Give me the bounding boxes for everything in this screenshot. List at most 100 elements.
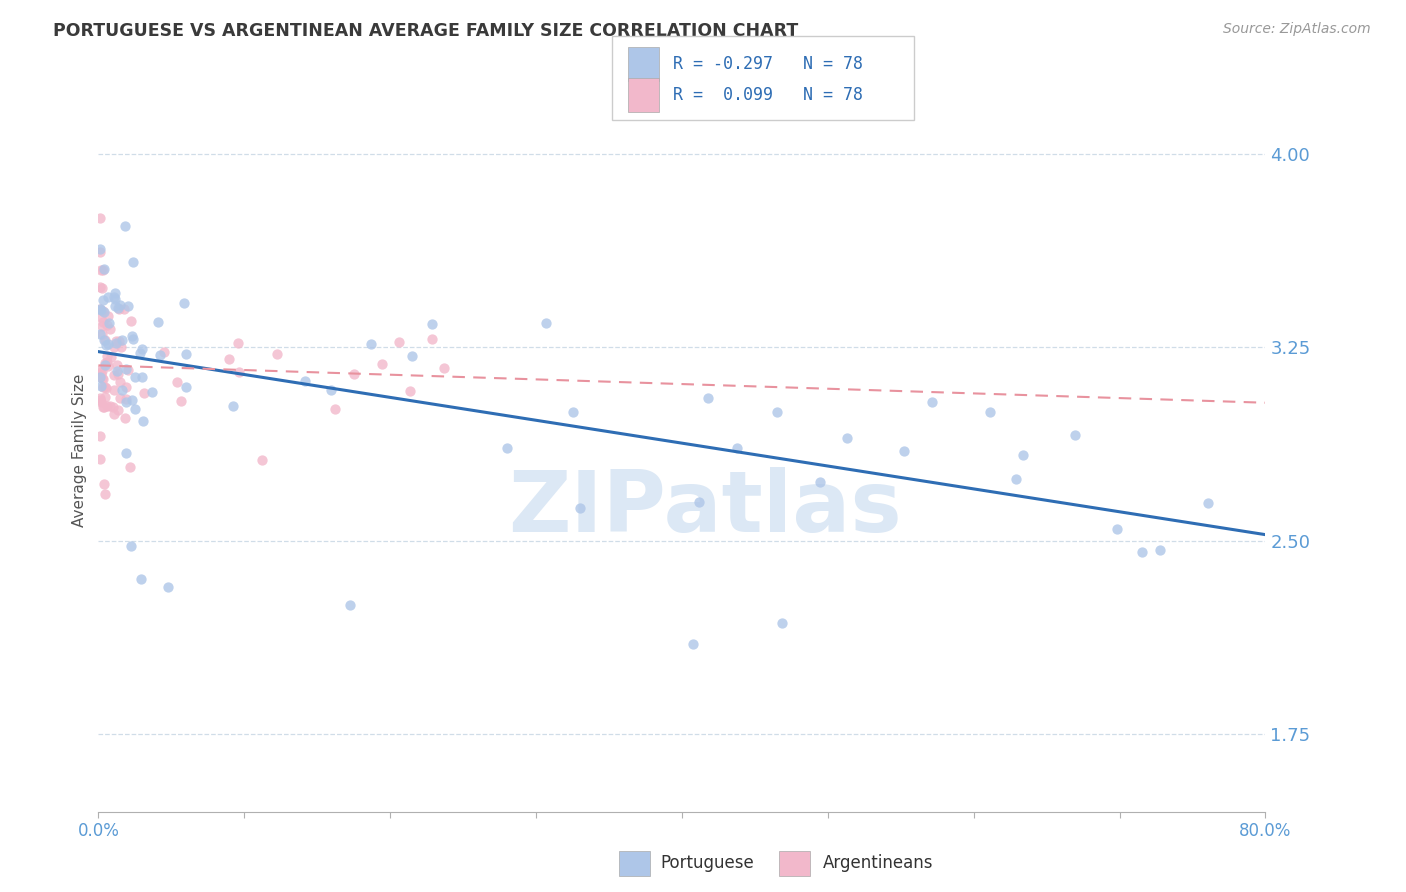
Point: [111, 333, 134, 347]
Point: [979, 405, 1001, 419]
Point: [103, 340, 125, 354]
Point: [90, 262, 112, 277]
Point: [250, 453, 273, 467]
Point: [89, 392, 111, 407]
Point: [124, 401, 146, 416]
Point: [765, 405, 787, 419]
Point: [96, 381, 118, 395]
Point: [90, 327, 112, 342]
Point: [97, 290, 120, 304]
Text: ZIPatlas: ZIPatlas: [509, 467, 903, 549]
Point: [105, 334, 128, 349]
Point: [114, 392, 136, 407]
Point: [115, 445, 138, 459]
Point: [89, 301, 111, 316]
Point: [108, 334, 131, 348]
Point: [149, 348, 172, 362]
Point: [228, 365, 250, 379]
Point: [1197, 496, 1219, 510]
Point: [266, 347, 288, 361]
Point: [132, 413, 155, 427]
Point: [103, 407, 125, 421]
Point: [1011, 448, 1033, 462]
Point: [89, 452, 111, 467]
Point: [153, 344, 176, 359]
Point: [91, 364, 114, 378]
Point: [93, 262, 115, 277]
Point: [141, 384, 163, 399]
Point: [100, 321, 122, 335]
Point: [770, 616, 793, 631]
Point: [339, 599, 361, 613]
Point: [226, 335, 249, 350]
Point: [121, 329, 143, 343]
Point: [90, 366, 112, 380]
Point: [157, 580, 180, 594]
Point: [97, 359, 120, 374]
Point: [294, 374, 316, 388]
Point: [94, 333, 117, 347]
Point: [121, 254, 143, 268]
Point: [433, 360, 456, 375]
Point: [688, 495, 710, 509]
Point: [96, 349, 118, 363]
Point: [108, 375, 131, 389]
Point: [97, 309, 120, 323]
Point: [115, 380, 138, 394]
Point: [921, 395, 943, 409]
Point: [90, 378, 112, 392]
Point: [93, 334, 115, 348]
Point: [89, 429, 111, 443]
Point: [91, 281, 114, 295]
Point: [321, 384, 343, 398]
Point: [401, 349, 423, 363]
Point: [398, 384, 420, 399]
Point: [132, 386, 155, 401]
Point: [835, 431, 858, 445]
Point: [93, 304, 115, 318]
Point: [115, 362, 138, 376]
Point: [371, 357, 394, 371]
Text: R =  0.099   N = 78: R = 0.099 N = 78: [673, 86, 863, 103]
Point: [104, 299, 127, 313]
Point: [94, 359, 117, 373]
Point: [96, 318, 118, 332]
Point: [90, 395, 112, 409]
Point: [496, 442, 519, 456]
Point: [118, 459, 141, 474]
Point: [103, 290, 125, 304]
Point: [569, 501, 592, 516]
Point: [90, 303, 112, 318]
Point: [114, 410, 136, 425]
Point: [103, 368, 125, 382]
Point: [93, 400, 115, 414]
Point: [101, 400, 124, 414]
Point: [98, 399, 121, 413]
Point: [89, 301, 111, 316]
Point: [388, 334, 411, 349]
Point: [1130, 544, 1153, 558]
Point: [97, 316, 120, 330]
Point: [166, 376, 188, 390]
Point: [1149, 543, 1171, 558]
Point: [121, 393, 143, 408]
Point: [146, 315, 169, 329]
Point: [120, 314, 142, 328]
Point: [89, 326, 111, 341]
Point: [131, 342, 153, 356]
Point: [682, 637, 704, 651]
Point: [110, 298, 132, 312]
Point: [91, 315, 114, 329]
Text: R = -0.297   N = 78: R = -0.297 N = 78: [673, 55, 863, 73]
Point: [107, 367, 129, 381]
Point: [107, 301, 129, 315]
Point: [129, 573, 152, 587]
Point: [100, 350, 122, 364]
Point: [105, 358, 128, 372]
Point: [90, 310, 112, 325]
Point: [121, 332, 143, 346]
Point: [420, 332, 443, 346]
Point: [105, 335, 128, 350]
Point: [562, 404, 585, 418]
Point: [218, 351, 240, 366]
